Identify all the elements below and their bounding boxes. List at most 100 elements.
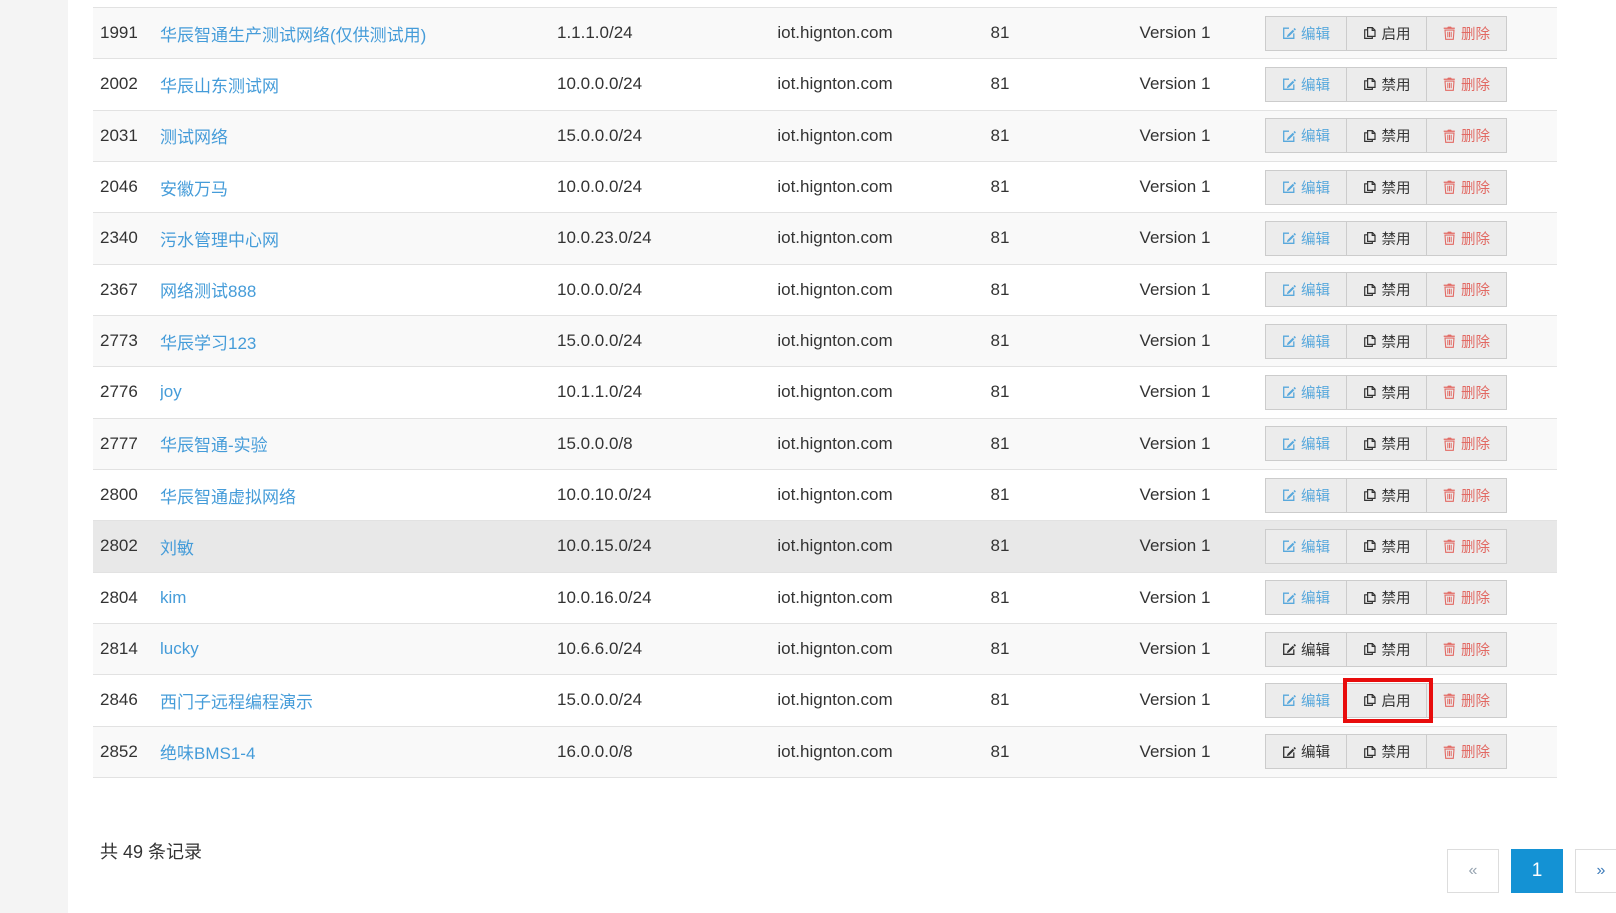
disable-button[interactable]: 禁用 bbox=[1346, 581, 1426, 615]
edit-button[interactable]: 编辑 bbox=[1266, 119, 1346, 153]
network-name-link[interactable]: 安徽万马 bbox=[160, 179, 228, 199]
network-name-link[interactable]: 华辰智通生产测试网络(仅供测试用) bbox=[160, 25, 427, 45]
edit-button[interactable]: 编辑 bbox=[1266, 683, 1346, 717]
edit-button[interactable]: 编辑 bbox=[1266, 221, 1346, 255]
delete-button[interactable]: 删除 bbox=[1426, 324, 1506, 358]
delete-button[interactable]: 删除 bbox=[1426, 221, 1506, 255]
delete-button[interactable]: 删除 bbox=[1426, 375, 1506, 409]
disable-button[interactable]: 禁用 bbox=[1346, 170, 1426, 204]
delete-button[interactable]: 删除 bbox=[1426, 683, 1506, 717]
network-name-link[interactable]: 测试网络 bbox=[160, 128, 228, 148]
edit-button[interactable]: 编辑 bbox=[1266, 478, 1346, 512]
table-row: 1991 华辰智通生产测试网络(仅供测试用) 1.1.1.0/24 iot.hi… bbox=[93, 8, 1557, 60]
network-name-link[interactable]: lucky bbox=[160, 639, 199, 659]
edit-button[interactable]: 编辑 bbox=[1266, 632, 1346, 666]
delete-button[interactable]: 删除 bbox=[1426, 581, 1506, 615]
network-id: 2367 bbox=[100, 279, 138, 299]
network-port: 81 bbox=[990, 690, 1010, 710]
network-domain: iot.hignton.com bbox=[777, 639, 893, 659]
table-row: 2046 安徽万马 10.0.0.0/24 iot.hignton.com 81… bbox=[93, 161, 1557, 214]
pagination-prev-button[interactable]: « bbox=[1447, 849, 1499, 893]
edit-button[interactable]: 编辑 bbox=[1266, 375, 1346, 409]
network-name-link[interactable]: kim bbox=[160, 587, 187, 607]
pagination: « 1 » bbox=[1447, 849, 1616, 893]
network-version: Version 1 bbox=[1139, 125, 1211, 145]
network-domain: iot.hignton.com bbox=[777, 125, 893, 145]
network-port: 81 bbox=[990, 228, 1010, 248]
delete-button[interactable]: 删除 bbox=[1426, 632, 1506, 666]
network-domain: iot.hignton.com bbox=[777, 23, 893, 43]
duplicate-icon bbox=[1363, 591, 1377, 605]
edit-button[interactable]: 编辑 bbox=[1266, 16, 1346, 50]
duplicate-icon bbox=[1363, 334, 1377, 348]
duplicate-icon bbox=[1363, 26, 1377, 40]
delete-button[interactable]: 删除 bbox=[1426, 67, 1506, 101]
delete-button[interactable]: 删除 bbox=[1426, 529, 1506, 563]
edit-button[interactable]: 编辑 bbox=[1266, 427, 1346, 461]
network-domain: iot.hignton.com bbox=[777, 382, 893, 402]
duplicate-icon bbox=[1363, 693, 1377, 707]
network-name-link[interactable]: 华辰智通虚拟网络 bbox=[160, 487, 296, 507]
network-name-link[interactable]: 西门子远程编程演示 bbox=[160, 692, 313, 712]
duplicate-icon bbox=[1363, 385, 1377, 399]
row-actions: 编辑 禁用 删除 bbox=[1265, 374, 1507, 410]
disable-button[interactable]: 禁用 bbox=[1346, 632, 1426, 666]
disable-button[interactable]: 禁用 bbox=[1346, 478, 1426, 512]
row-actions: 编辑 禁用 删除 bbox=[1265, 66, 1507, 102]
edit-button[interactable]: 编辑 bbox=[1266, 324, 1346, 358]
pagination-next-button[interactable]: » bbox=[1575, 849, 1616, 893]
network-cidr: 15.0.0.0/24 bbox=[557, 125, 643, 145]
network-name-link[interactable]: 网络测试888 bbox=[160, 282, 257, 302]
network-id: 2002 bbox=[100, 74, 138, 94]
network-domain: iot.hignton.com bbox=[777, 433, 893, 453]
network-id: 2804 bbox=[100, 587, 138, 607]
table-row: 2852 绝味BMS1-4 16.0.0.0/8 iot.hignton.com… bbox=[93, 726, 1557, 778]
network-name-link[interactable]: 华辰学习123 bbox=[160, 333, 257, 353]
disable-button[interactable]: 禁用 bbox=[1346, 427, 1426, 461]
edit-icon bbox=[1282, 539, 1296, 553]
edit-button[interactable]: 编辑 bbox=[1266, 67, 1346, 101]
network-name-link[interactable]: 刘敏 bbox=[160, 538, 194, 558]
disable-button[interactable]: 禁用 bbox=[1346, 324, 1426, 358]
disable-button[interactable]: 禁用 bbox=[1346, 735, 1426, 769]
duplicate-icon bbox=[1363, 129, 1377, 143]
edit-button[interactable]: 编辑 bbox=[1266, 273, 1346, 307]
enable-button[interactable]: 启用 bbox=[1346, 16, 1426, 50]
delete-button[interactable]: 删除 bbox=[1426, 427, 1506, 461]
delete-button[interactable]: 删除 bbox=[1426, 170, 1506, 204]
edit-button[interactable]: 编辑 bbox=[1266, 170, 1346, 204]
trash-icon bbox=[1443, 591, 1456, 605]
sidebar-strip bbox=[0, 0, 68, 913]
network-port: 81 bbox=[990, 331, 1010, 351]
delete-button[interactable]: 删除 bbox=[1426, 273, 1506, 307]
delete-button[interactable]: 删除 bbox=[1426, 119, 1506, 153]
delete-button[interactable]: 删除 bbox=[1426, 16, 1506, 50]
delete-button[interactable]: 删除 bbox=[1426, 735, 1506, 769]
duplicate-icon bbox=[1363, 642, 1377, 656]
edit-button[interactable]: 编辑 bbox=[1266, 529, 1346, 563]
disable-button[interactable]: 禁用 bbox=[1346, 119, 1426, 153]
disable-button[interactable]: 禁用 bbox=[1346, 67, 1426, 101]
disable-button[interactable]: 禁用 bbox=[1346, 221, 1426, 255]
edit-button[interactable]: 编辑 bbox=[1266, 581, 1346, 615]
delete-button[interactable]: 删除 bbox=[1426, 478, 1506, 512]
network-port: 81 bbox=[990, 485, 1010, 505]
network-id: 2846 bbox=[100, 690, 138, 710]
disable-button[interactable]: 禁用 bbox=[1346, 273, 1426, 307]
network-port: 81 bbox=[990, 536, 1010, 556]
disable-button[interactable]: 禁用 bbox=[1346, 529, 1426, 563]
edit-button[interactable]: 编辑 bbox=[1266, 735, 1346, 769]
network-name-link[interactable]: joy bbox=[160, 382, 182, 402]
network-name-link[interactable]: 华辰智通-实验 bbox=[160, 436, 268, 456]
network-name-link[interactable]: 华辰山东测试网 bbox=[160, 76, 279, 96]
network-name-link[interactable]: 污水管理中心网 bbox=[160, 230, 279, 250]
disable-button[interactable]: 禁用 bbox=[1346, 375, 1426, 409]
enable-button[interactable]: 启用 bbox=[1343, 677, 1433, 723]
network-version: Version 1 bbox=[1139, 74, 1211, 94]
network-name-link[interactable]: 绝味BMS1-4 bbox=[160, 744, 256, 764]
row-actions: 编辑 禁用 删除 bbox=[1265, 169, 1507, 205]
network-domain: iot.hignton.com bbox=[777, 177, 893, 197]
pagination-page-1-button[interactable]: 1 bbox=[1511, 849, 1563, 893]
record-count: 共 49 条记录 bbox=[100, 842, 203, 862]
